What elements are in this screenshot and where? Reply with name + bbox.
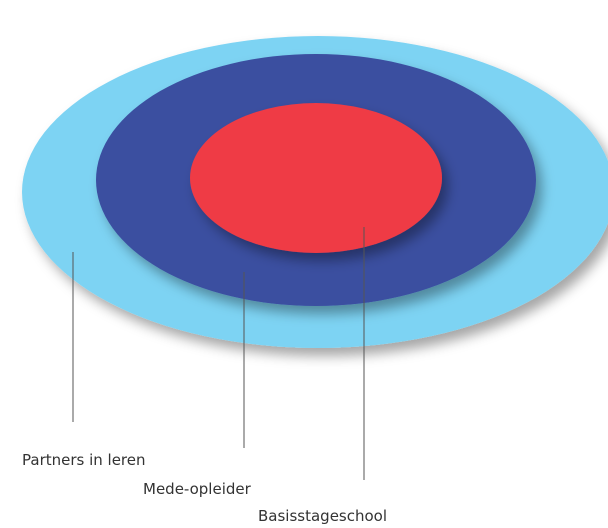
label-basisstageschool: Basisstageschool [258, 507, 388, 525]
label-mede-opleider: Mede-opleider [143, 480, 251, 498]
label-partners-in-leren: Partners in leren [22, 451, 146, 469]
inner-ring [190, 103, 442, 253]
